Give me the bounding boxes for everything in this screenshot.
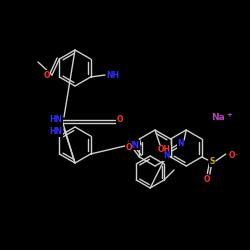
- Text: OH: OH: [158, 146, 170, 154]
- Text: HN: HN: [126, 140, 140, 149]
- Text: O: O: [125, 142, 132, 152]
- Text: S: S: [209, 158, 214, 166]
- Text: N: N: [177, 140, 184, 148]
- Text: O: O: [204, 176, 210, 184]
- Text: N: N: [163, 152, 170, 160]
- Text: NH: NH: [106, 70, 120, 80]
- Text: Na: Na: [211, 114, 225, 122]
- Text: O: O: [44, 70, 50, 80]
- Text: +: +: [226, 112, 232, 118]
- Text: O: O: [117, 116, 123, 124]
- Text: O⁻: O⁻: [228, 150, 239, 160]
- Text: HN: HN: [50, 128, 62, 136]
- Text: HN: HN: [50, 116, 62, 124]
